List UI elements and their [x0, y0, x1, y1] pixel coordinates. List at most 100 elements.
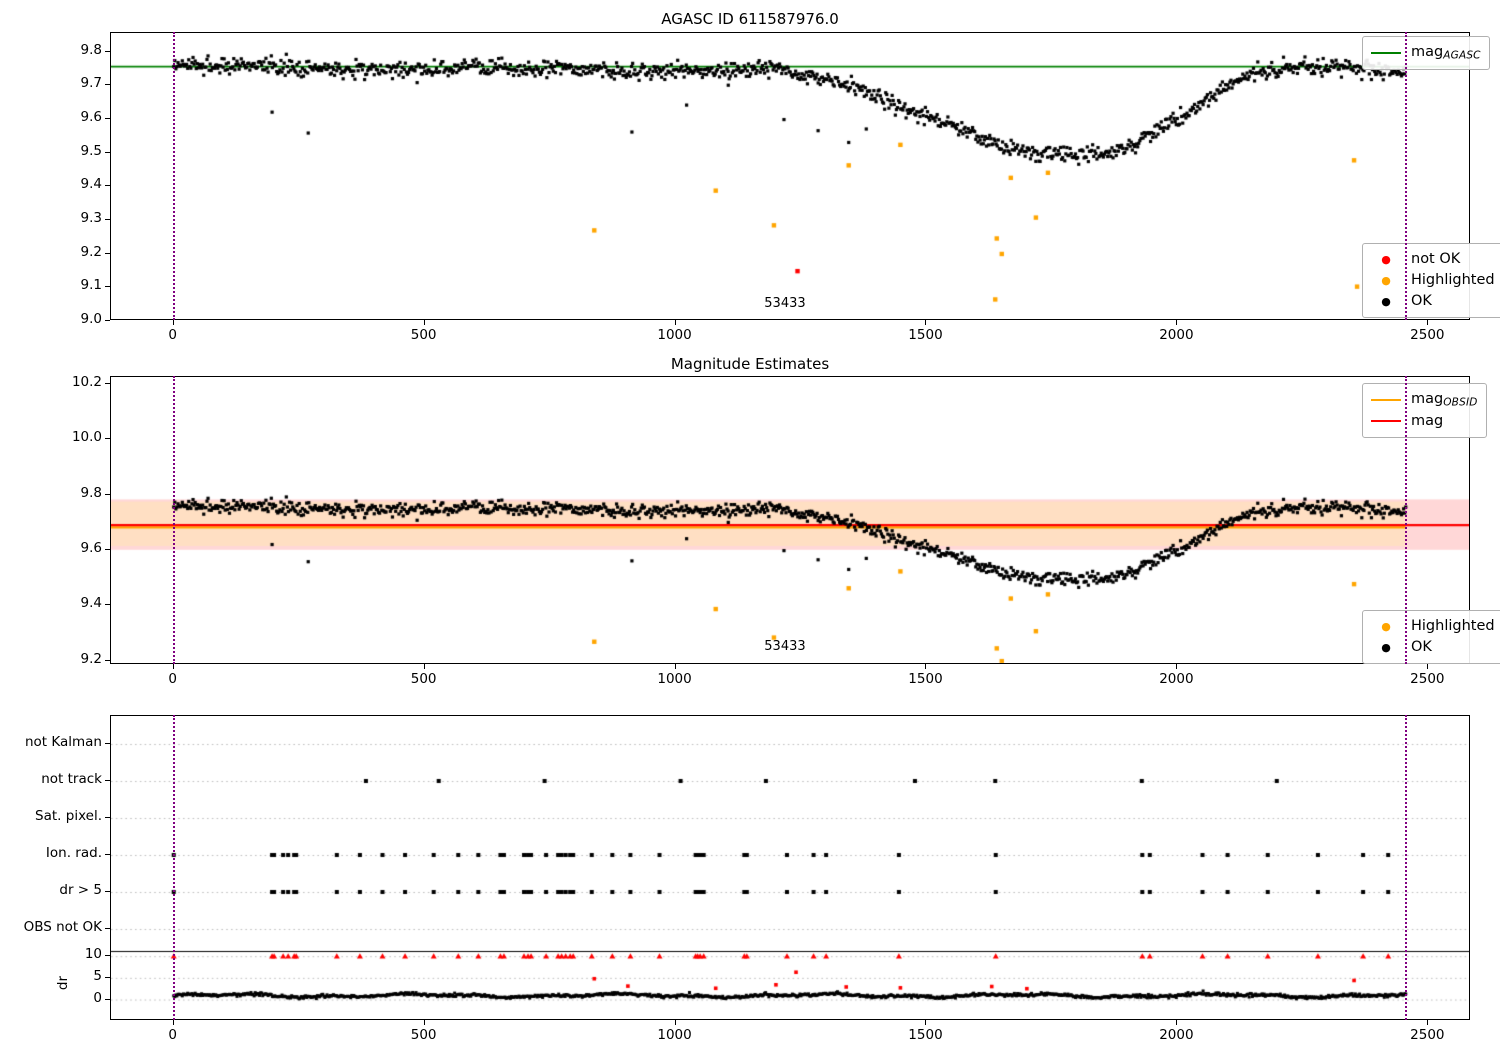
xtick-label: 0 [168, 1027, 178, 1043]
ytick-label: 10.0 [71, 429, 102, 446]
tick-mark [674, 320, 676, 325]
obsid-annotation-2: 53433 [764, 638, 806, 654]
legend-item-mag-agasc[interactable]: magAGASC [1371, 42, 1481, 64]
tick-mark [105, 382, 110, 384]
xtick-label: 2500 [1410, 327, 1445, 343]
tick-mark [105, 50, 110, 52]
tick-mark [105, 976, 110, 978]
flag-row-label: not Kalman [24, 734, 102, 750]
tick-mark [105, 151, 110, 153]
legend-label-mag: mag [1411, 412, 1444, 429]
legend-item-highlighted-2[interactable]: ● Highlighted [1371, 616, 1495, 637]
legend-item-mag-obsid[interactable]: magOBSID [1371, 389, 1478, 411]
tick-mark [105, 84, 110, 86]
tick-mark [172, 664, 174, 669]
obsid-divider-line [172, 376, 175, 664]
panel2-legend-points[interactable]: ● Highlighted ● OK [1362, 610, 1500, 665]
legend-label-highlighted: Highlighted [1411, 272, 1495, 289]
xtick-label: 500 [410, 1027, 437, 1043]
tick-mark [105, 854, 110, 855]
panel1-legend-maglines[interactable]: magAGASC [1362, 36, 1490, 70]
legend-label-ok-2: OK [1411, 639, 1432, 656]
panel2-legend-maglines[interactable]: magOBSID mag [1362, 383, 1487, 438]
status-flags-panel [110, 715, 1470, 1020]
flag-row-label: not track [41, 771, 102, 787]
magnitude-estimates-panel [110, 376, 1470, 664]
tick-mark [925, 320, 927, 325]
tick-mark [105, 185, 110, 187]
obsid-divider-line [1404, 32, 1407, 320]
obsid-annotation: 53433 [764, 295, 806, 311]
xtick-label: 2000 [1159, 1027, 1194, 1043]
xtick-label: 1500 [908, 671, 943, 687]
tick-mark [105, 891, 110, 892]
tick-mark [1427, 664, 1429, 669]
tick-mark [105, 218, 110, 220]
tick-mark [105, 320, 110, 321]
tick-mark [105, 252, 110, 254]
tick-mark [1176, 320, 1178, 325]
tick-mark [925, 664, 927, 669]
tick-mark [172, 320, 174, 325]
black-dot-swatch: ● [1381, 295, 1391, 309]
panel1-legend-points[interactable]: ● not OK ● Highlighted ● OK [1362, 243, 1500, 319]
flag-row-label: OBS not OK [23, 919, 102, 935]
tick-mark [105, 493, 110, 495]
xtick-label: 1000 [657, 671, 692, 687]
legend-label-highlighted-2: Highlighted [1411, 618, 1495, 634]
legend-item-not-ok[interactable]: ● not OK [1371, 249, 1495, 270]
legend-item-ok-2[interactable]: ● OK [1371, 637, 1495, 658]
tick-mark [105, 743, 110, 744]
orange-line-swatch [1371, 398, 1401, 401]
ytick-label: 9.4 [80, 595, 102, 612]
xtick-label: 0 [168, 327, 178, 343]
xtick-label: 1000 [657, 327, 692, 343]
ytick-label: 9.5 [80, 142, 102, 159]
figure-title: AGASC ID 611587976.0 [661, 10, 839, 28]
xtick-label: 2500 [1410, 671, 1445, 687]
tick-mark [105, 286, 110, 288]
tick-mark [674, 1020, 676, 1025]
dr-tick-label: 10 [84, 946, 102, 963]
xtick-label: 500 [410, 671, 437, 687]
legend-item-ok[interactable]: ● OK [1371, 291, 1495, 312]
tick-mark [674, 664, 676, 669]
ytick-label: 9.8 [80, 41, 102, 58]
xtick-label: 0 [168, 671, 178, 687]
xtick-label: 2000 [1159, 327, 1194, 343]
dr-tick-label: 0 [93, 989, 102, 1006]
tick-mark [1176, 1020, 1178, 1025]
tick-mark [105, 438, 110, 440]
xtick-label: 1500 [908, 327, 943, 343]
ytick-label: 9.7 [80, 75, 102, 92]
flag-row-label: dr > 5 [59, 882, 102, 898]
xtick-label: 500 [410, 327, 437, 343]
tick-mark [1176, 664, 1178, 669]
xtick-label: 1000 [657, 1027, 692, 1043]
xtick-label: 2500 [1410, 1027, 1445, 1043]
tick-mark [105, 817, 110, 818]
ytick-label: 9.6 [80, 540, 102, 557]
xtick-label: 2000 [1159, 671, 1194, 687]
legend-item-mag[interactable]: mag [1371, 411, 1478, 432]
legend-label-not-ok: not OK [1411, 251, 1461, 267]
ytick-label: 9.2 [80, 650, 102, 667]
flag-row-label: Sat. pixel. [35, 808, 102, 824]
ytick-label: 9.2 [80, 243, 102, 260]
orange-dot-swatch: ● [1381, 274, 1391, 288]
tick-mark [423, 664, 425, 669]
ytick-label: 9.4 [80, 176, 102, 193]
ytick-label: 9.0 [80, 311, 102, 327]
tick-mark [423, 1020, 425, 1025]
tick-mark [105, 117, 110, 119]
legend-label-ok: OK [1411, 293, 1432, 310]
obsid-divider-line [1404, 715, 1407, 1020]
tick-mark [172, 1020, 174, 1025]
ytick-label: 10.2 [71, 373, 102, 390]
ytick-label: 9.3 [80, 209, 102, 226]
tick-mark [105, 998, 110, 1000]
obsid-divider-line [172, 715, 175, 1020]
tick-mark [105, 549, 110, 551]
legend-item-highlighted[interactable]: ● Highlighted [1371, 270, 1495, 291]
obsid-divider-line [172, 32, 175, 320]
